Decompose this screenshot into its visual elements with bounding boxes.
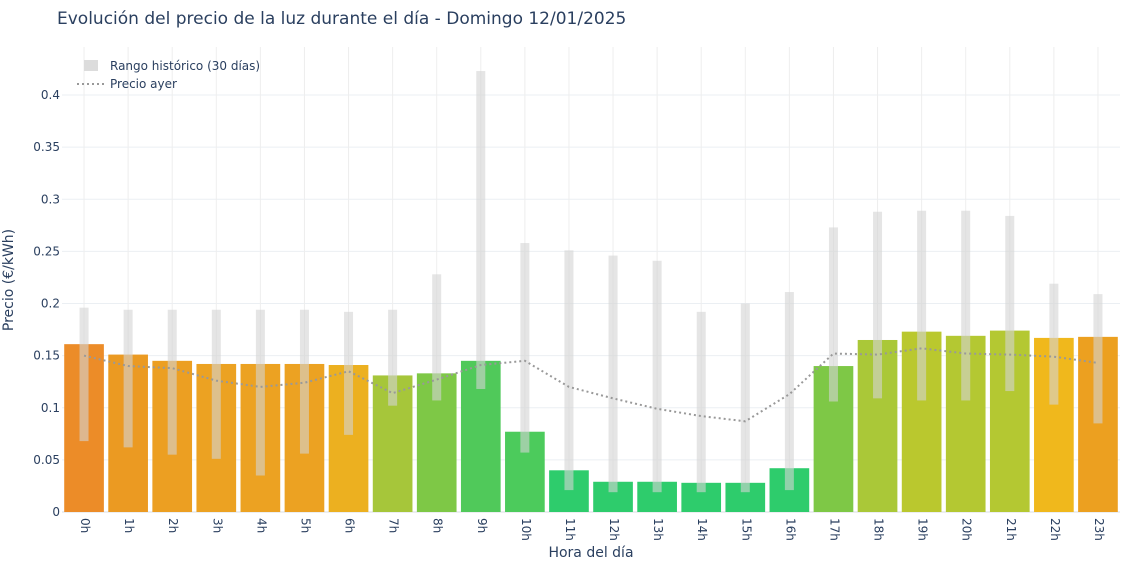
y-tick-label: 0.1 xyxy=(41,401,60,415)
legend-range-swatch xyxy=(84,60,98,71)
range-bar xyxy=(476,71,486,389)
range-bar xyxy=(255,309,265,476)
y-tick-label: 0.15 xyxy=(33,349,60,363)
x-tick-label: 10h xyxy=(519,518,533,541)
y-axis-title: Precio (€/kWh) xyxy=(1,229,17,331)
y-axis-ticks: 0 0.05 0.1 0.15 0.2 0.25 0.3 0.35 0.4 xyxy=(33,88,60,519)
x-tick-label: 22h xyxy=(1048,518,1062,541)
y-tick-label: 0.3 xyxy=(41,192,60,206)
range-bar xyxy=(1005,215,1015,392)
x-tick-label: 4h xyxy=(254,518,268,533)
x-tick-label: 11h xyxy=(563,518,577,541)
x-tick-label: 7h xyxy=(387,518,401,533)
range-bar xyxy=(873,211,883,399)
legend: Rango histórico (30 días) Precio ayer xyxy=(77,59,260,91)
range-bar xyxy=(828,227,838,402)
range-bar xyxy=(961,210,971,401)
x-tick-label: 2h xyxy=(166,518,180,533)
y-tick-label: 0.4 xyxy=(41,88,60,102)
range-bar xyxy=(299,309,309,454)
range-bar xyxy=(740,303,750,493)
x-tick-label: 6h xyxy=(343,518,357,533)
x-tick-label: 23h xyxy=(1092,518,1106,541)
range-bar xyxy=(784,292,794,491)
x-tick-label: 21h xyxy=(1004,518,1018,541)
x-tick-label: 3h xyxy=(210,518,224,533)
range-bar xyxy=(564,250,574,491)
range-bar xyxy=(917,210,927,401)
range-bar xyxy=(79,307,89,442)
range-bar xyxy=(167,309,177,455)
legend-yesterday-label: Precio ayer xyxy=(110,77,177,91)
y-tick-label: 0 xyxy=(52,505,60,519)
x-tick-label: 1h xyxy=(122,518,136,533)
x-tick-label: 16h xyxy=(783,518,797,541)
x-tick-label: 17h xyxy=(827,518,841,541)
chart-title: Evolución del precio de la luz durante e… xyxy=(57,9,626,29)
x-tick-label: 8h xyxy=(431,518,445,533)
x-tick-label: 14h xyxy=(695,518,709,541)
x-tick-label: 0h xyxy=(78,518,92,533)
y-tick-label: 0.35 xyxy=(33,140,60,154)
x-tick-label: 15h xyxy=(739,518,753,541)
range-bar xyxy=(432,274,442,401)
x-axis-title: Hora del día xyxy=(548,545,633,561)
y-tick-label: 0.05 xyxy=(33,453,60,467)
x-axis-ticks: 0h 1h 2h 3h 4h 5h 6h 7h 8h 9h 10h 11h 12h 13h 14h 15h 16… xyxy=(78,518,1106,541)
range-bar xyxy=(211,309,221,459)
range-bar xyxy=(1049,283,1059,405)
x-tick-label: 9h xyxy=(475,518,489,533)
x-tick-label: 13h xyxy=(651,518,665,541)
range-bar xyxy=(520,243,530,453)
range-bar xyxy=(696,311,706,493)
range-bar xyxy=(123,309,133,448)
range-bar xyxy=(388,309,398,406)
range-bar xyxy=(652,260,662,493)
y-tick-label: 0.2 xyxy=(41,297,60,311)
range-bar xyxy=(344,311,354,435)
x-tick-label: 12h xyxy=(607,518,621,541)
range-bar xyxy=(608,255,618,493)
x-tick-label: 20h xyxy=(960,518,974,541)
x-tick-label: 18h xyxy=(872,518,886,541)
price-bars xyxy=(64,330,1118,512)
y-tick-label: 0.25 xyxy=(33,244,60,258)
legend-range-label: Rango histórico (30 días) xyxy=(110,59,260,73)
x-tick-label: 5h xyxy=(298,518,312,533)
x-tick-label: 19h xyxy=(916,518,930,541)
historical-ranges xyxy=(79,71,1103,493)
grid xyxy=(62,94,1120,513)
range-bar xyxy=(1093,294,1103,424)
